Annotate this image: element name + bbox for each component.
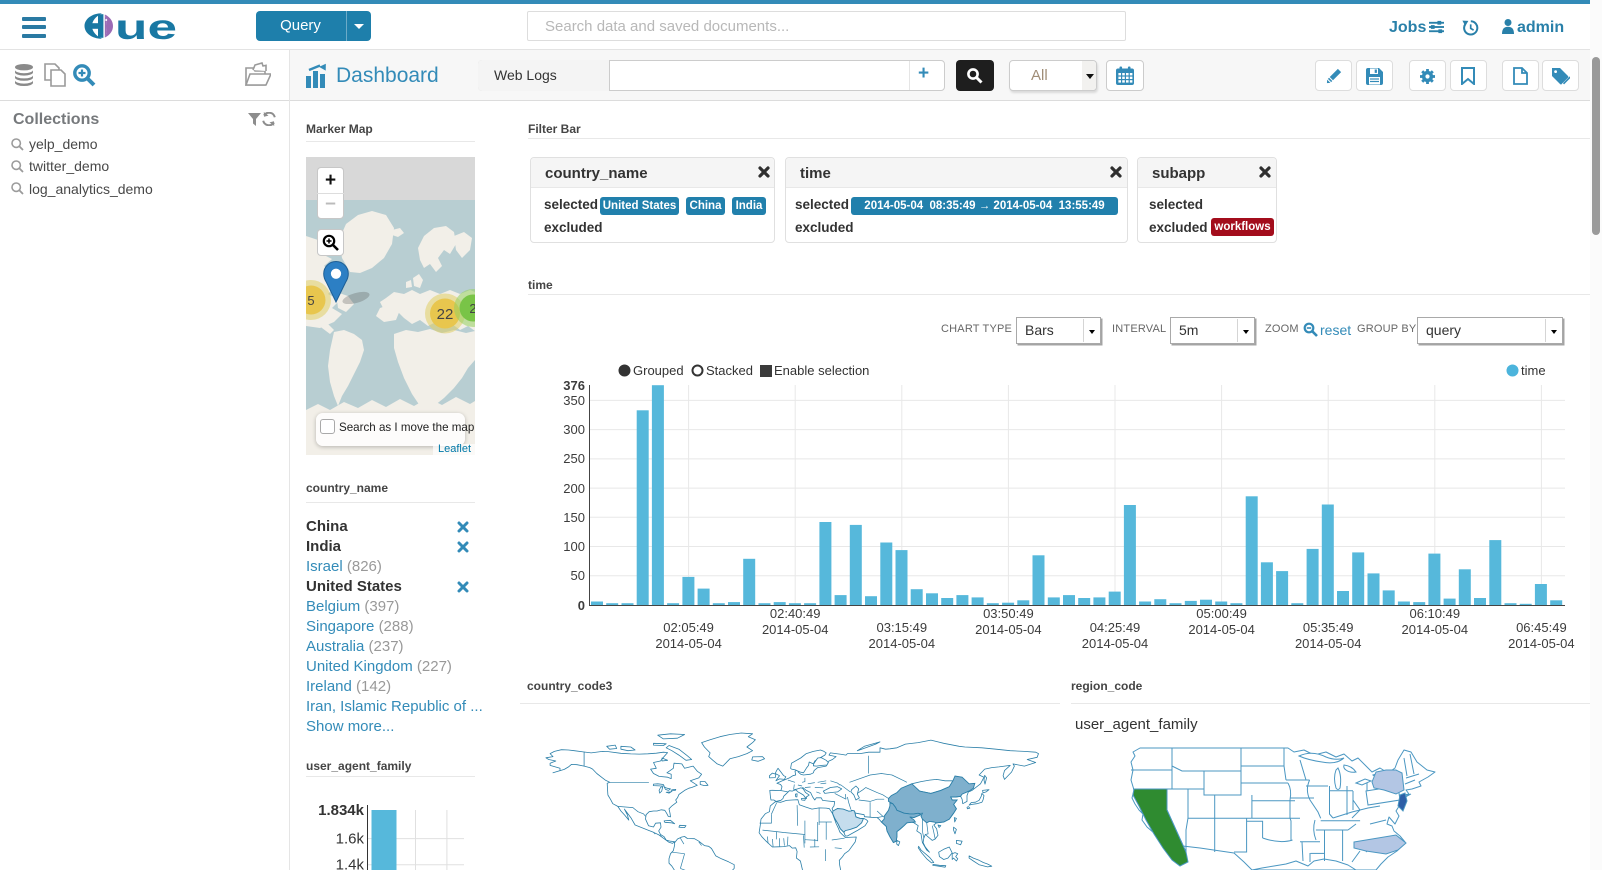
svg-text:22: 22 <box>437 306 454 323</box>
svg-text:5: 5 <box>307 293 314 308</box>
svg-text:1.834k: 1.834k <box>318 802 365 819</box>
svg-text:1.6k: 1.6k <box>336 831 365 848</box>
svg-text:ue: ue <box>115 12 177 40</box>
svg-text:1.4k: 1.4k <box>336 856 365 870</box>
svg-text:2: 2 <box>469 301 475 316</box>
